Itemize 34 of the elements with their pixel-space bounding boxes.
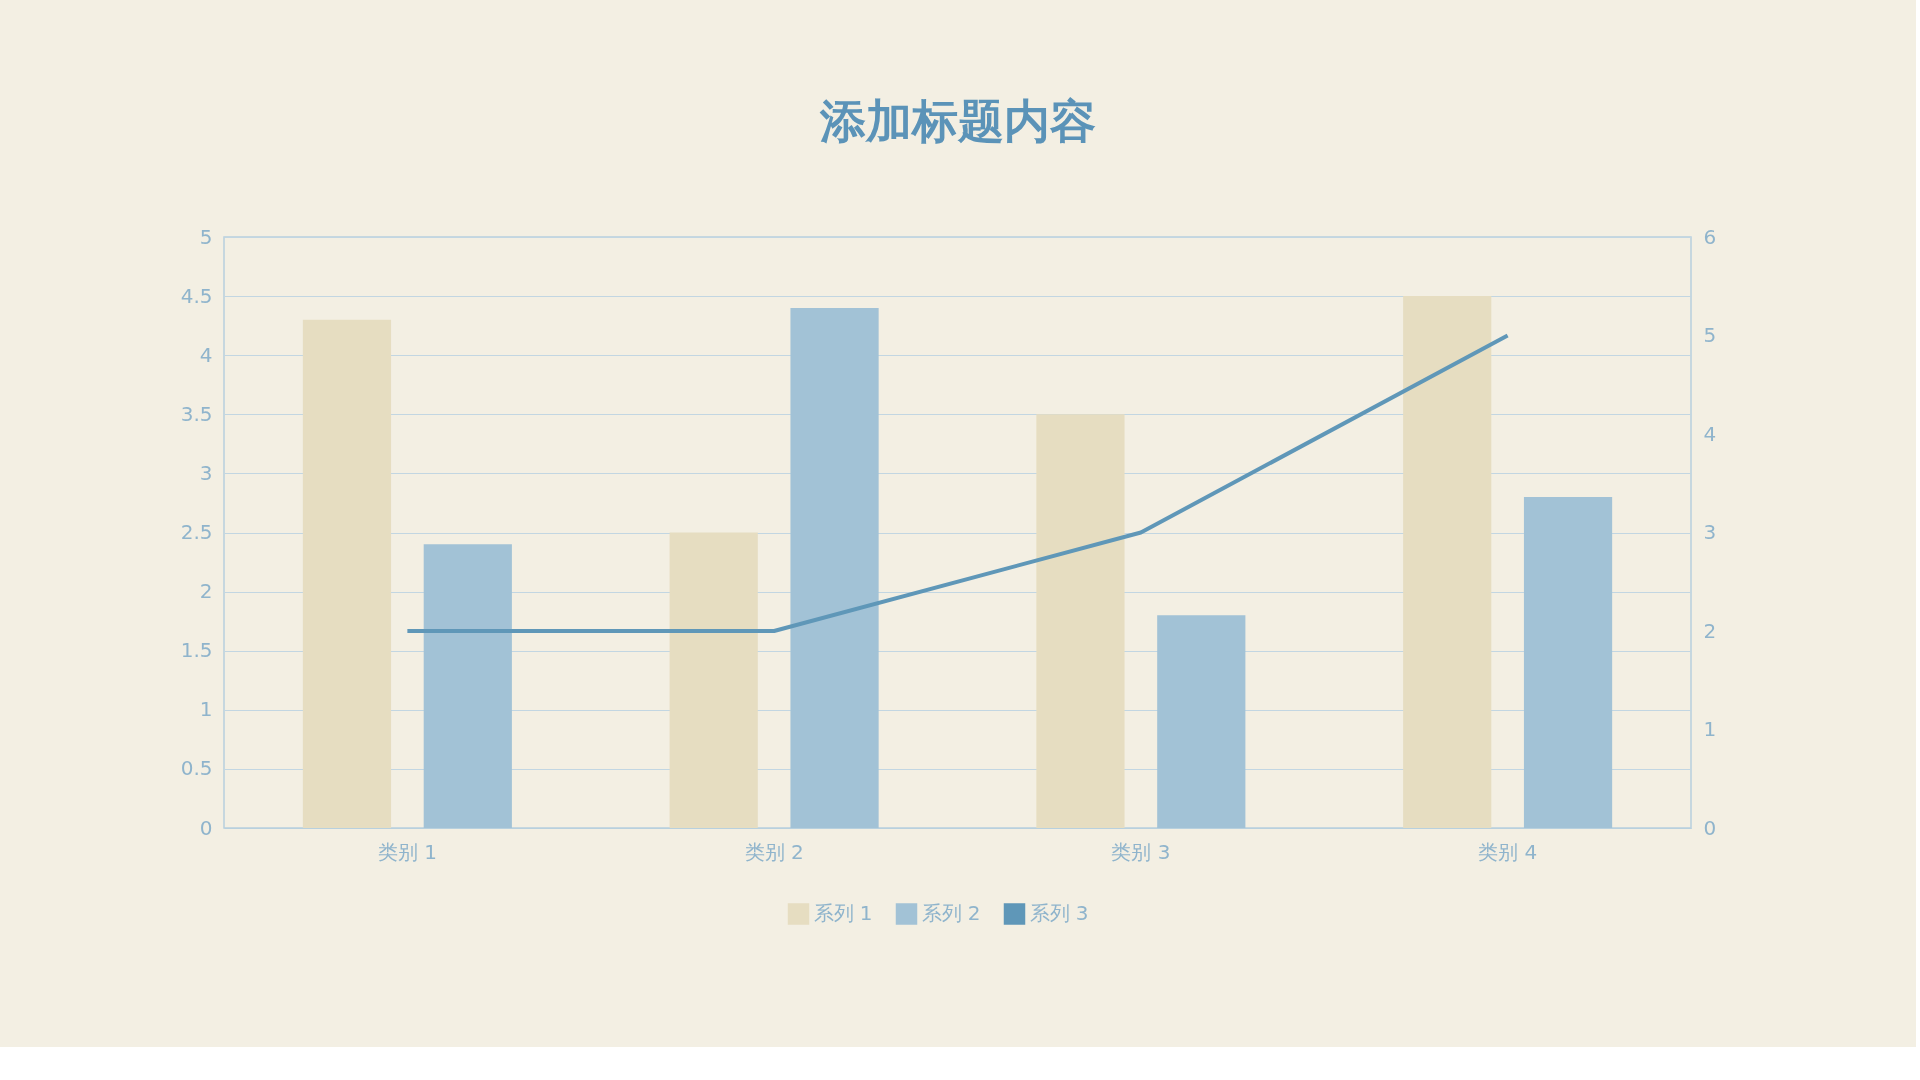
y2-tick-label: 3 bbox=[1703, 520, 1717, 544]
y2-tick-label: 2 bbox=[1703, 618, 1717, 643]
x-tick-label: 类别 2 bbox=[744, 839, 804, 864]
bar bbox=[1523, 497, 1613, 828]
bar bbox=[669, 532, 758, 828]
y-tick-label: 0.5 bbox=[180, 756, 213, 781]
y-tick-label: 4.5 bbox=[180, 283, 213, 308]
y-tick-label: 5 bbox=[199, 224, 213, 249]
y2-tick-label: 5 bbox=[1703, 323, 1717, 347]
y2-tick-label: 4 bbox=[1703, 421, 1717, 446]
bar bbox=[423, 544, 512, 828]
x-tick-label: 类别 4 bbox=[1478, 839, 1538, 864]
y-tick-label: 2.5 bbox=[180, 520, 213, 544]
y-tick-label: 4 bbox=[199, 342, 213, 367]
chart-title: 添加标题内容 bbox=[818, 94, 1096, 148]
legend-label: 系列 1 bbox=[813, 901, 873, 925]
y-tick-label: 3 bbox=[199, 460, 213, 485]
legend-label: 系列 3 bbox=[1029, 901, 1089, 925]
y2-tick-label: 1 bbox=[1703, 717, 1717, 741]
y-tick-label: 3.5 bbox=[180, 401, 213, 426]
legend-label: 系列 2 bbox=[921, 901, 981, 925]
bar bbox=[790, 307, 879, 828]
bar bbox=[1157, 615, 1246, 828]
y2-tick-label: 6 bbox=[1703, 224, 1717, 249]
bar bbox=[1403, 296, 1492, 828]
bar bbox=[1036, 414, 1125, 828]
y-tick-label: 1 bbox=[199, 697, 213, 722]
y2-tick-label: 0 bbox=[1703, 815, 1717, 840]
y-tick-label: 0 bbox=[199, 815, 213, 840]
bar bbox=[302, 319, 392, 828]
y-tick-label: 1.5 bbox=[180, 638, 213, 663]
x-tick-label: 类别 3 bbox=[1111, 839, 1171, 864]
y-tick-label: 2 bbox=[199, 579, 213, 604]
x-tick-label: 类别 1 bbox=[377, 839, 437, 864]
